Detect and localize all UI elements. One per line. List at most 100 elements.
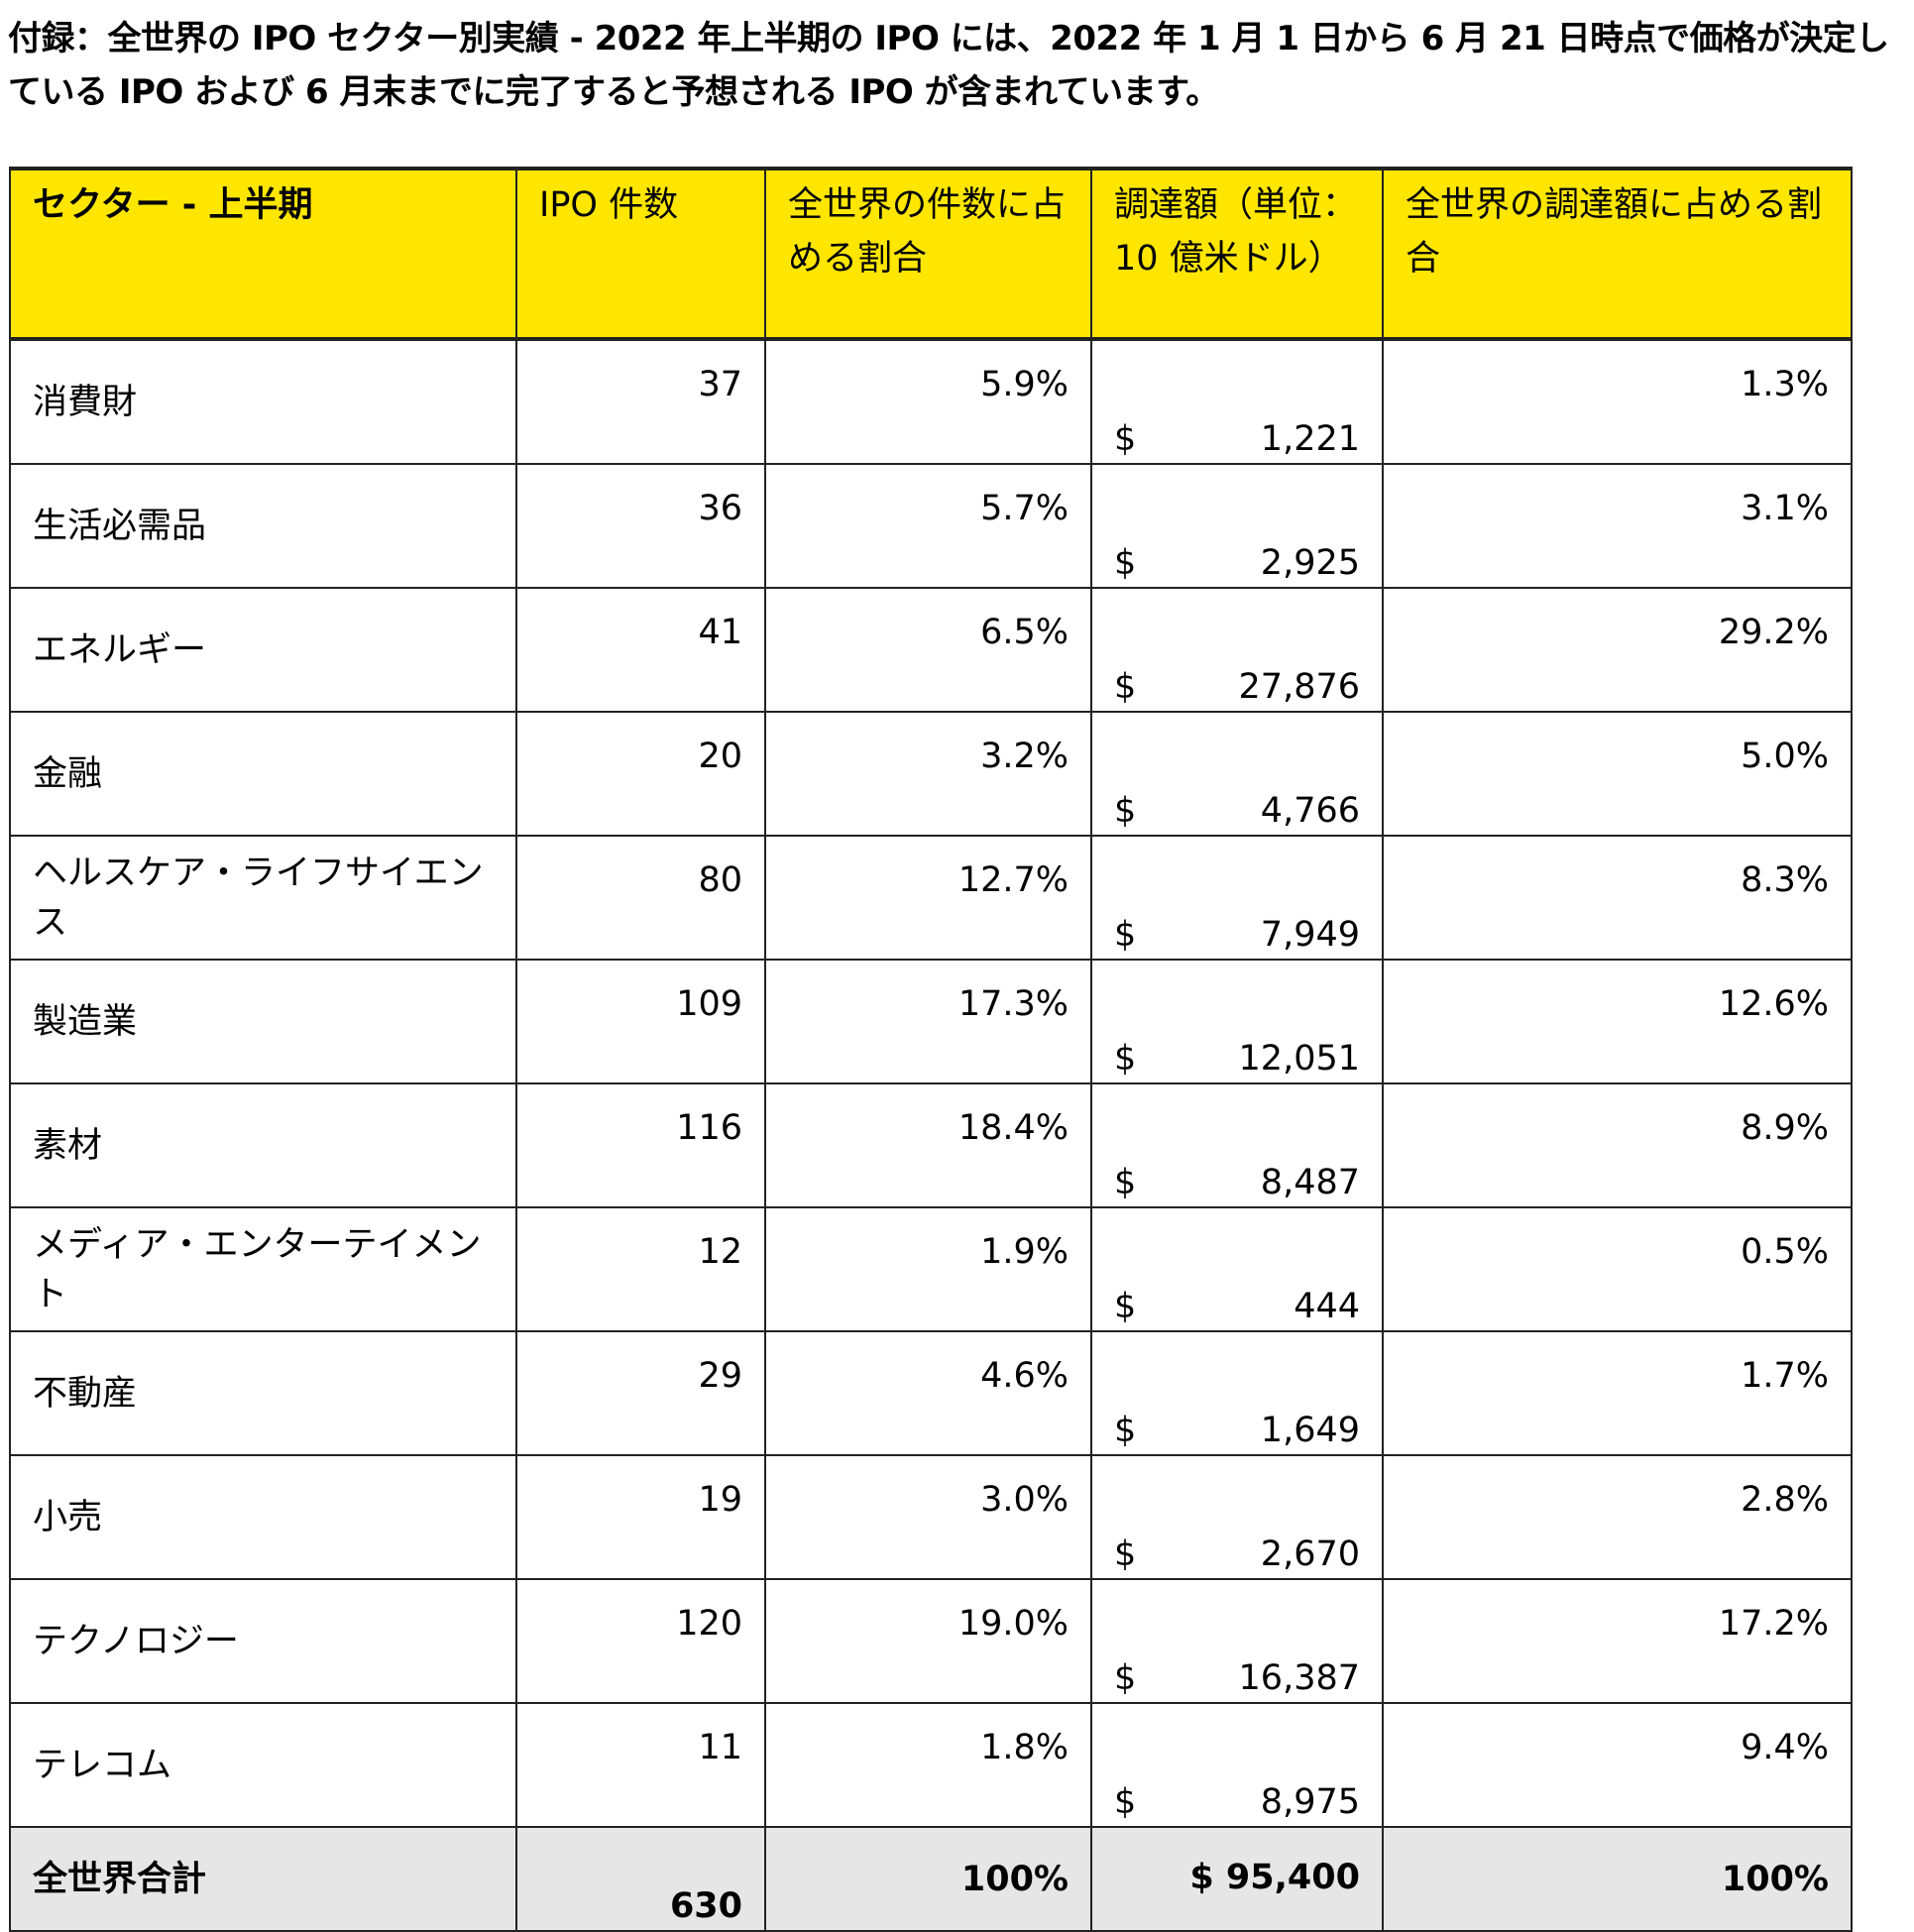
currency-symbol: $ <box>1114 1782 1137 1822</box>
currency-symbol: $ <box>1114 667 1137 707</box>
count-share-cell: 5.7% <box>764 463 1092 589</box>
proceeds-share-cell: 2.8% <box>1382 1454 1853 1580</box>
count-cell: 120 <box>515 1578 766 1704</box>
proceeds-share-cell: 5.0% <box>1382 711 1853 837</box>
total-proceeds: $ 95,400 <box>1090 1826 1384 1932</box>
header-proceeds-share: 全世界の調達額に占める割合 <box>1382 167 1853 341</box>
proceeds-value: 12,051 <box>1238 1039 1360 1079</box>
proceeds-share-cell: 29.2% <box>1382 587 1853 713</box>
table-row: 製造業 109 17.3% $ 12,051 12.6% <box>9 959 1853 1084</box>
count-cell: 11 <box>515 1702 766 1828</box>
sector-cell: エネルギー <box>9 587 517 713</box>
count-cell: 19 <box>515 1454 766 1580</box>
table-row: 金融 20 3.2% $ 4,766 5.0% <box>9 711 1853 837</box>
table-row: 素材 116 18.4% $ 8,487 8.9% <box>9 1082 1853 1208</box>
proceeds-value: 444 <box>1294 1287 1360 1326</box>
count-cell: 20 <box>515 711 766 837</box>
sector-cell: 金融 <box>9 711 517 837</box>
proceeds-value: 27,876 <box>1238 667 1360 707</box>
sector-cell: テレコム <box>9 1702 517 1828</box>
proceeds-cell: $ 7,949 <box>1090 835 1384 961</box>
proceeds-value: 1,649 <box>1260 1411 1360 1450</box>
proceeds-value: 4,766 <box>1260 791 1360 831</box>
count-share-cell: 17.3% <box>764 959 1092 1084</box>
currency-symbol: $ <box>1114 1039 1137 1079</box>
proceeds-cell: $ 2,670 <box>1090 1454 1384 1580</box>
total-count: 630 <box>515 1826 766 1932</box>
proceeds-cell: $ 8,487 <box>1090 1082 1384 1208</box>
proceeds-share-cell: 12.6% <box>1382 959 1853 1084</box>
count-cell: 116 <box>515 1082 766 1208</box>
currency-symbol: $ <box>1114 915 1137 955</box>
proceeds-share-cell: 1.3% <box>1382 338 1853 465</box>
proceeds-cell: $ 16,387 <box>1090 1578 1384 1704</box>
count-cell: 41 <box>515 587 766 713</box>
proceeds-cell: $ 1,221 <box>1090 338 1384 465</box>
currency-symbol: $ <box>1114 1658 1137 1698</box>
proceeds-value: 2,925 <box>1260 543 1360 583</box>
count-share-cell: 3.2% <box>764 711 1092 837</box>
table-row: ヘルスケア・ライフサイエンス 80 12.7% $ 7,949 8.3% <box>9 835 1853 961</box>
ipo-sector-table: セクター - 上半期 IPO 件数 全世界の件数に占める割合 調達額（単位：10… <box>9 167 1853 1932</box>
count-cell: 37 <box>515 338 766 465</box>
count-cell: 36 <box>515 463 766 589</box>
count-cell: 109 <box>515 959 766 1084</box>
proceeds-cell: $ 444 <box>1090 1206 1384 1332</box>
sector-cell: テクノロジー <box>9 1578 517 1704</box>
currency-symbol: $ <box>1114 1411 1137 1450</box>
count-share-cell: 1.8% <box>764 1702 1092 1828</box>
count-share-cell: 5.9% <box>764 338 1092 465</box>
proceeds-cell: $ 2,925 <box>1090 463 1384 589</box>
count-share-cell: 6.5% <box>764 587 1092 713</box>
table-row: 消費財 37 5.9% $ 1,221 1.3% <box>9 338 1853 465</box>
currency-symbol: $ <box>1114 1163 1137 1202</box>
page-title: 付録：全世界の IPO セクター別実績 - 2022 年上半期の IPO には、… <box>8 19 1889 112</box>
header-count: IPO 件数 <box>515 167 766 341</box>
table-row: テクノロジー 120 19.0% $ 16,387 17.2% <box>9 1578 1853 1704</box>
sector-cell: 消費財 <box>9 338 517 465</box>
sector-cell: 小売 <box>9 1454 517 1580</box>
proceeds-cell: $ 1,649 <box>1090 1330 1384 1456</box>
header-count-share: 全世界の件数に占める割合 <box>764 167 1092 341</box>
sector-cell: 製造業 <box>9 959 517 1084</box>
currency-symbol: $ <box>1114 1534 1137 1574</box>
total-row: 全世界合計 630 100% $ 95,400 100% <box>9 1826 1853 1932</box>
proceeds-value: 16,387 <box>1238 1658 1360 1698</box>
count-share-cell: 18.4% <box>764 1082 1092 1208</box>
header-sector: セクター - 上半期 <box>9 167 517 341</box>
table-row: エネルギー 41 6.5% $ 27,876 29.2% <box>9 587 1853 713</box>
proceeds-share-cell: 0.5% <box>1382 1206 1853 1332</box>
proceeds-share-cell: 17.2% <box>1382 1578 1853 1704</box>
proceeds-share-cell: 1.7% <box>1382 1330 1853 1456</box>
currency-symbol: $ <box>1114 1287 1137 1326</box>
proceeds-value: 1,221 <box>1260 419 1360 459</box>
proceeds-share-cell: 9.4% <box>1382 1702 1853 1828</box>
proceeds-value: 8,975 <box>1260 1782 1360 1822</box>
total-count-share: 100% <box>764 1826 1092 1932</box>
table-row: 小売 19 3.0% $ 2,670 2.8% <box>9 1454 1853 1580</box>
currency-symbol: $ <box>1114 419 1137 459</box>
sector-cell: 生活必需品 <box>9 463 517 589</box>
table-row: 不動産 29 4.6% $ 1,649 1.7% <box>9 1330 1853 1456</box>
count-share-cell: 19.0% <box>764 1578 1092 1704</box>
total-label: 全世界合計 <box>9 1826 517 1932</box>
header-proceeds: 調達額（単位：10 億米ドル） <box>1090 167 1384 341</box>
header-row: セクター - 上半期 IPO 件数 全世界の件数に占める割合 調達額（単位：10… <box>9 167 1853 341</box>
count-share-cell: 12.7% <box>764 835 1092 961</box>
proceeds-cell: $ 12,051 <box>1090 959 1384 1084</box>
table-row: 生活必需品 36 5.7% $ 2,925 3.1% <box>9 463 1853 589</box>
sector-cell: 素材 <box>9 1082 517 1208</box>
proceeds-cell: $ 8,975 <box>1090 1702 1384 1828</box>
sector-cell: ヘルスケア・ライフサイエンス <box>9 835 517 961</box>
proceeds-cell: $ 27,876 <box>1090 587 1384 713</box>
proceeds-share-cell: 3.1% <box>1382 463 1853 589</box>
table-row: テレコム 11 1.8% $ 8,975 9.4% <box>9 1702 1853 1828</box>
sector-cell: メディア・エンターテイメント <box>9 1206 517 1332</box>
table-row: メディア・エンターテイメント 12 1.9% $ 444 0.5% <box>9 1206 1853 1332</box>
total-proceeds-share: 100% <box>1382 1826 1853 1932</box>
count-cell: 80 <box>515 835 766 961</box>
currency-symbol: $ <box>1114 791 1137 831</box>
currency-symbol: $ <box>1114 543 1137 583</box>
proceeds-value: 2,670 <box>1260 1534 1360 1574</box>
proceeds-share-cell: 8.3% <box>1382 835 1853 961</box>
